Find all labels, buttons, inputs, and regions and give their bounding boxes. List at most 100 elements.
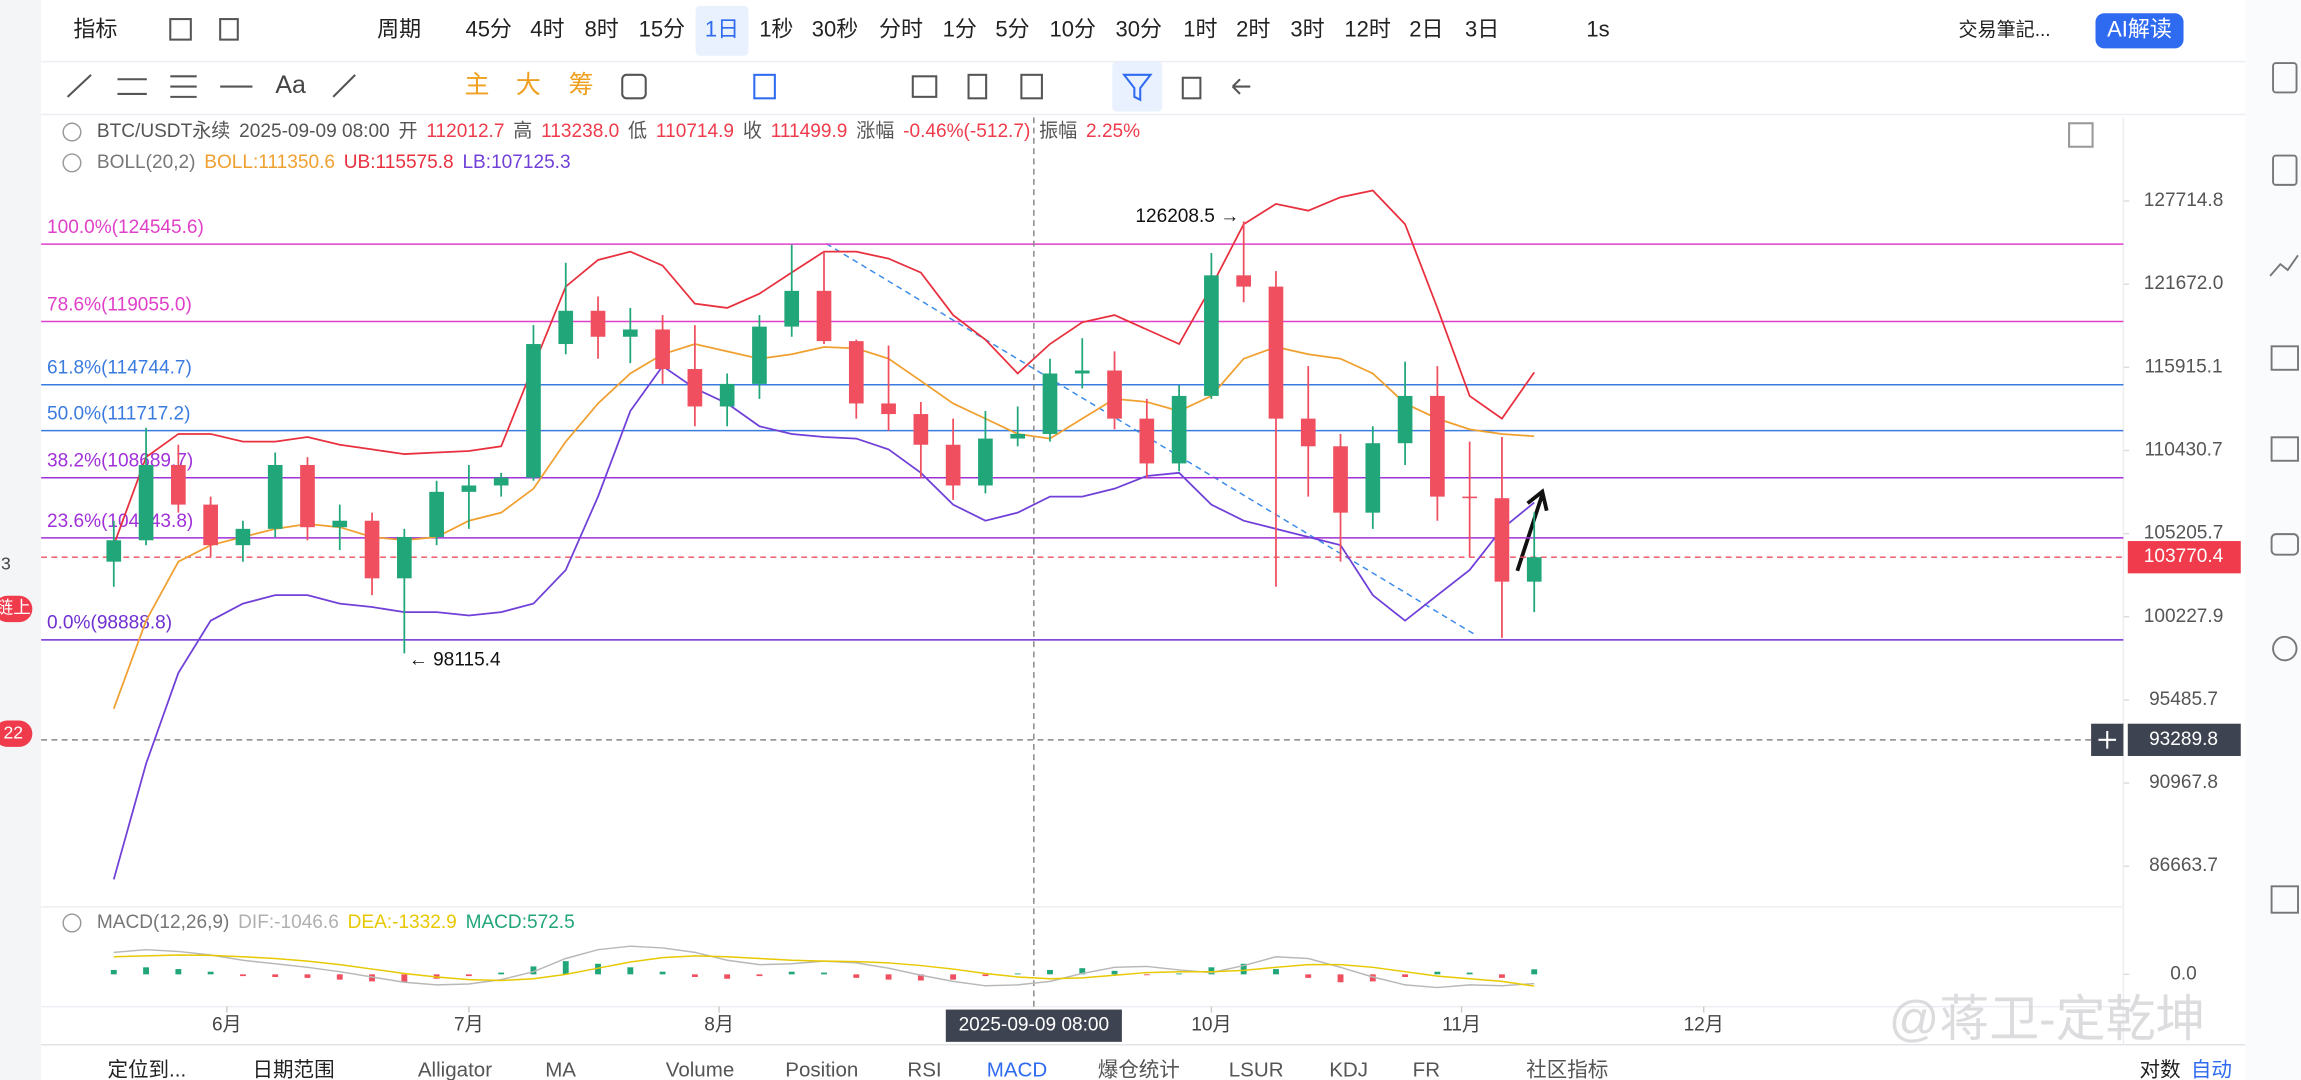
collapse-icon[interactable] <box>62 913 82 933</box>
badge <box>0 720 33 747</box>
toolbar-item[interactable]: 分时 <box>879 17 923 42</box>
macd-bar <box>1434 971 1441 975</box>
macd-bar <box>498 972 505 975</box>
x-tick-label: 11月 <box>1442 1015 1481 1036</box>
fib-label: 0.0%(98888.8) <box>47 613 172 634</box>
bottom-tab[interactable]: 爆仓统计 <box>1098 1059 1180 1080</box>
toolbar-item[interactable]: 指标 <box>73 17 117 42</box>
ai-button-bg[interactable] <box>2095 13 2184 49</box>
macd-bar <box>239 974 246 977</box>
bottom-tab[interactable]: 定位到... <box>107 1059 186 1080</box>
bottom-tab[interactable]: FR <box>1413 1059 1440 1080</box>
toolbar-item[interactable]: 8时 <box>585 17 619 42</box>
macd-bar <box>1176 973 1183 975</box>
macd-bar <box>1079 968 1086 975</box>
legend-text: MACD(12,26,9) <box>97 912 229 933</box>
bottom-tab[interactable]: MA <box>545 1059 576 1080</box>
macd-bar <box>110 969 117 975</box>
candle-body <box>203 504 218 546</box>
fib-label: 50.0%(111717.2) <box>47 403 190 424</box>
candle-body <box>978 438 993 486</box>
bottom-tab[interactable]: 社区指标 <box>1526 1059 1608 1080</box>
tool-item[interactable]: 主 <box>464 71 489 99</box>
macd-bar <box>369 974 375 982</box>
toolbar-item[interactable]: AI解读 <box>2107 17 2172 42</box>
candle-body <box>1462 496 1477 499</box>
last-price-box <box>2127 541 2241 574</box>
legend-text: BOLL(20,2) <box>97 152 196 173</box>
boll-line <box>112 364 1535 880</box>
candle-body <box>526 344 541 478</box>
toolbar-item[interactable]: 4时 <box>530 17 564 42</box>
tool-icons <box>66 18 2094 148</box>
macd-bar <box>1143 974 1150 976</box>
filter-tool-bg[interactable] <box>1112 61 1163 112</box>
toolbar-item[interactable]: 15分 <box>639 17 685 42</box>
legend-text: 2025-09-09 08:00 <box>239 121 390 142</box>
collapse-icon[interactable] <box>62 122 82 142</box>
macd-bar <box>1499 974 1505 978</box>
trend-line <box>825 242 1477 637</box>
toolbar-item[interactable]: 交易筆記... <box>1958 19 2050 41</box>
bottom-tab[interactable]: MACD <box>987 1059 1047 1080</box>
hand-arrow <box>1515 488 1549 572</box>
toolbar-item[interactable]: 1日 <box>705 17 739 42</box>
candle-body <box>429 491 444 537</box>
candle-body <box>687 369 703 407</box>
candle-body <box>848 341 864 404</box>
bottom-tab[interactable]: KDJ <box>1329 1059 1368 1080</box>
macd-bar <box>207 971 214 975</box>
toolbar-item[interactable]: 2时 <box>1236 17 1270 42</box>
legend-text: BTC/USDT永续 <box>97 120 230 142</box>
macd-bar <box>1111 970 1118 975</box>
toolbar-item[interactable]: 5分 <box>995 17 1029 42</box>
y-tick-label: 90967.8 <box>2149 772 2218 793</box>
macd-dea <box>113 954 1535 987</box>
bottom-tab[interactable]: Volume <box>666 1059 734 1080</box>
bottom-tab[interactable]: LSUR <box>1229 1059 1284 1080</box>
content: 指标 周期 45分 4时 8时 15分 1日 1秒 30秒 分时 1分 5分 10分 30分 1时 2时 3时 1… <box>0 17 2241 1080</box>
toolbar-item[interactable]: 45分 <box>465 17 511 42</box>
legend-text: 113238.0 <box>541 121 619 142</box>
bottom-tab[interactable]: RSI <box>907 1059 941 1080</box>
tool-item[interactable]: Aa <box>275 71 306 99</box>
toolbar-item[interactable]: 1s <box>1586 17 1609 42</box>
bottom-tab[interactable]: 自动 <box>2191 1059 2232 1080</box>
toolbar-item[interactable]: 12时 <box>1344 17 1390 42</box>
bottom-tab[interactable]: 对数 <box>2140 1059 2181 1080</box>
candle-body <box>493 477 509 486</box>
macd-bar <box>788 971 795 975</box>
y-tick-label: 127714.8 <box>2144 190 2224 211</box>
toolbar-item[interactable]: 1分 <box>943 17 977 42</box>
candle-body <box>1010 433 1026 439</box>
toolbar-item[interactable]: 2日 <box>1409 17 1443 42</box>
toolbar-item[interactable]: 30秒 <box>812 17 858 42</box>
candle-body <box>1494 498 1510 582</box>
bottom-tab[interactable]: Alligator <box>418 1059 492 1080</box>
candle-body <box>622 329 638 337</box>
crosshair-price: 93289.8 <box>2149 729 2218 750</box>
toolbar-item[interactable]: 3日 <box>1465 17 1499 42</box>
bottom-tab[interactable]: Position <box>785 1059 858 1080</box>
macd-bar <box>272 974 279 977</box>
tool-item[interactable]: 大 <box>516 71 541 99</box>
candle-body <box>881 403 896 415</box>
crosshair-price-box <box>2127 723 2241 756</box>
candle-body <box>1171 395 1187 464</box>
toolbar-item[interactable]: 30分 <box>1116 17 1162 42</box>
toolbar-item[interactable]: 10分 <box>1049 17 1095 42</box>
legend-text: UB:115575.8 <box>344 152 454 173</box>
collapse-icon[interactable] <box>62 153 82 173</box>
toolbar-item[interactable]: 1秒 <box>759 17 793 42</box>
toolbar-item[interactable]: 周期 <box>377 17 421 42</box>
candle-body <box>1204 275 1219 396</box>
toolbar-item[interactable]: 3时 <box>1290 17 1324 42</box>
bottom-tab[interactable]: 日期范围 <box>252 1059 334 1080</box>
macd-bar <box>821 972 827 975</box>
y-tick-label: 95485.7 <box>2149 689 2218 710</box>
candle-body <box>1300 418 1316 447</box>
macd-bar <box>885 974 892 980</box>
toolbar-item[interactable]: 1时 <box>1183 17 1217 42</box>
candle-body <box>719 383 735 407</box>
tool-item[interactable]: 筹 <box>569 71 594 99</box>
